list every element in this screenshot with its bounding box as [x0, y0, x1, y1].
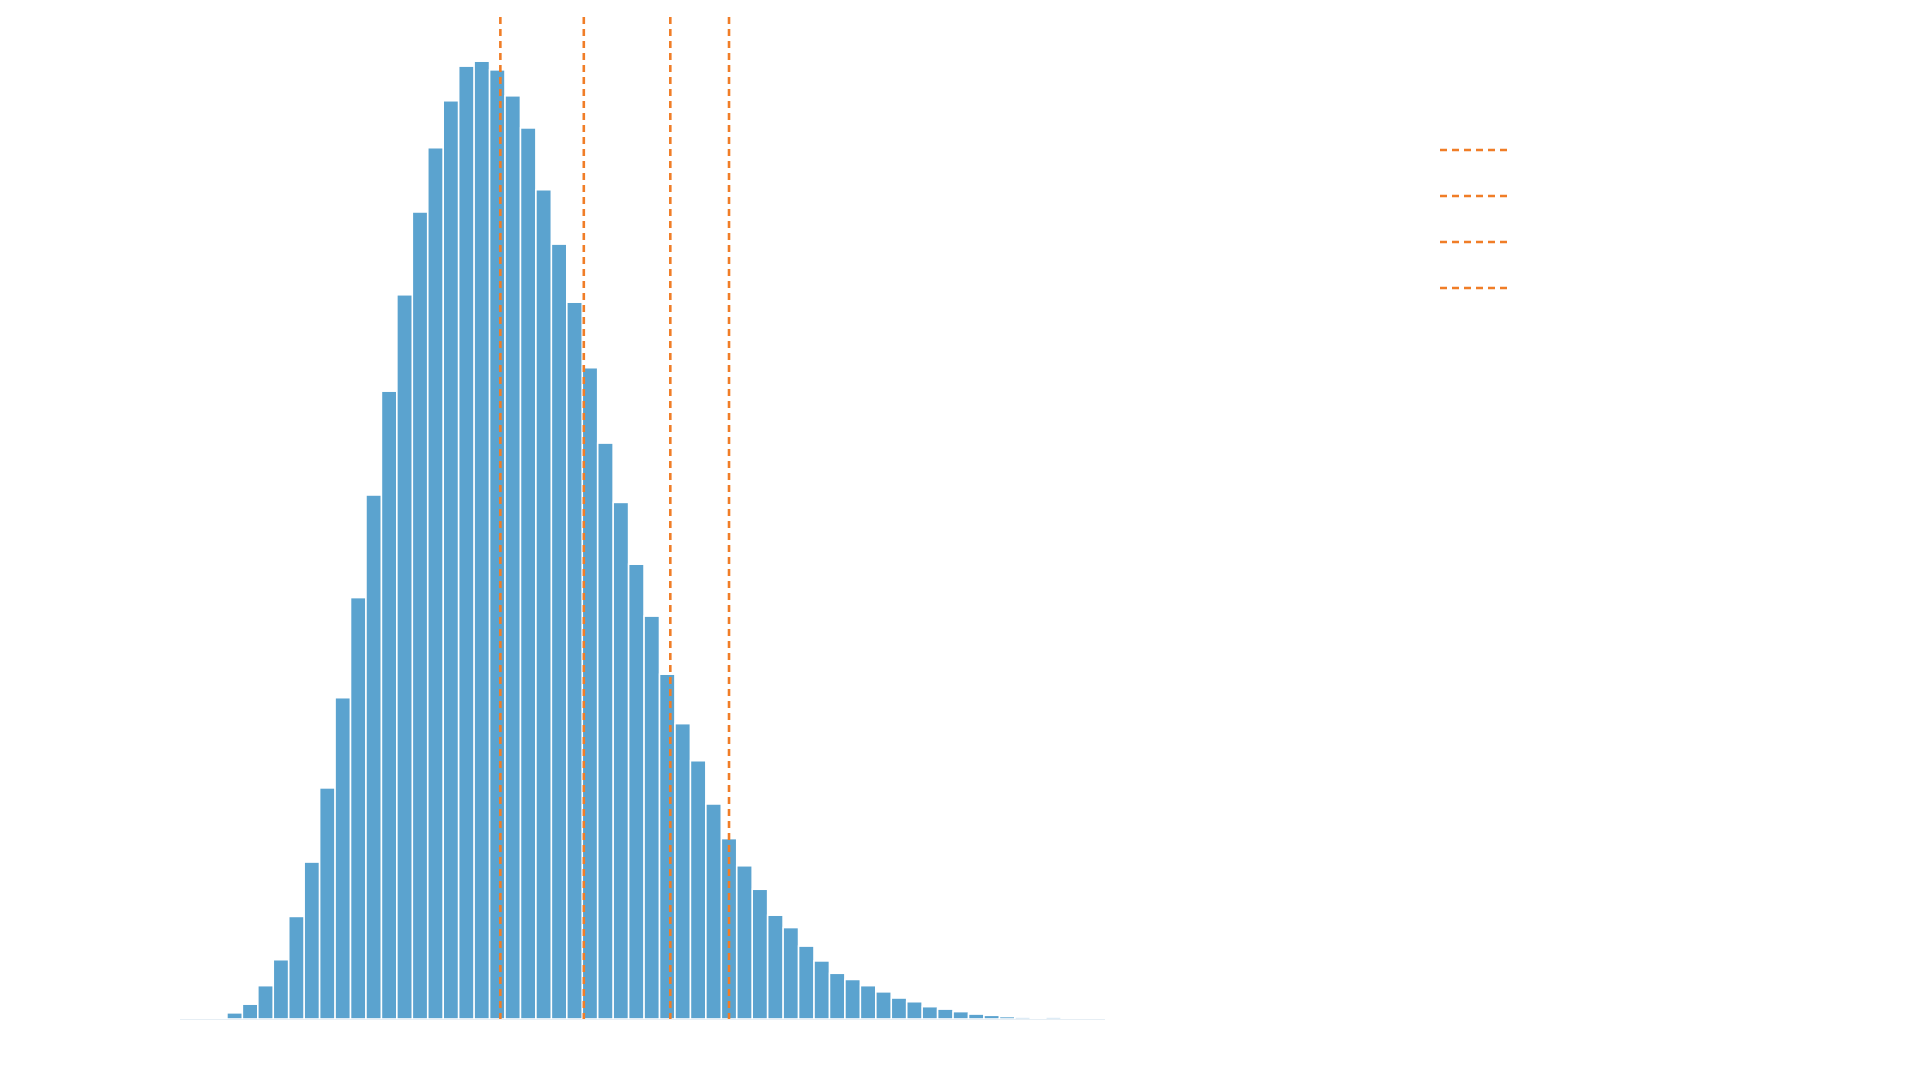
histogram-bar: [998, 1015, 1016, 1020]
histogram-bar: [952, 1010, 970, 1020]
histogram-bar: [921, 1005, 939, 1020]
histogram-bar: [535, 188, 553, 1020]
histogram-bar: [751, 888, 769, 1020]
histogram-bar: [241, 1003, 259, 1020]
histogram-bar: [705, 803, 723, 1020]
histogram-bar: [411, 211, 429, 1020]
histogram-bar: [473, 60, 491, 1020]
histogram-bar: [519, 127, 537, 1020]
histogram-bar: [550, 243, 568, 1020]
histogram-bar: [272, 958, 290, 1020]
histogram-bar: [658, 673, 676, 1020]
histogram-bar: [782, 926, 800, 1020]
histogram-bar: [287, 915, 305, 1020]
histogram-bar: [1029, 1016, 1047, 1020]
histogram-bar: [612, 501, 630, 1020]
histogram-bar: [874, 991, 893, 1020]
histogram-bar: [380, 390, 398, 1020]
reference-lines: [499, 17, 731, 1019]
histogram-bar: [1060, 1017, 1078, 1020]
histogram-bars: [210, 60, 1124, 1020]
histogram-bar: [334, 696, 352, 1020]
histogram-bar: [828, 972, 846, 1020]
histogram-bar: [565, 301, 584, 1020]
histogram-bar: [396, 293, 414, 1020]
histogram-bar: [488, 69, 506, 1020]
histogram-bar: [426, 146, 444, 1020]
histogram-bar: [1044, 1016, 1062, 1020]
histogram-bar: [890, 997, 908, 1020]
histogram-bar: [303, 861, 321, 1020]
histogram-bar: [442, 99, 460, 1020]
histogram-bar: [210, 1016, 228, 1020]
histogram-bar: [318, 787, 336, 1020]
histogram-bar: [905, 1000, 923, 1020]
histogram-bar: [365, 494, 383, 1020]
histogram-bar: [859, 984, 877, 1020]
histogram-bar: [689, 759, 707, 1020]
histogram-bar: [1014, 1016, 1032, 1020]
histogram-bar: [256, 984, 275, 1020]
histogram-bar: [226, 1012, 244, 1020]
histogram-bar: [349, 596, 367, 1020]
histogram-bar: [596, 442, 614, 1020]
histogram-bar: [967, 1013, 985, 1020]
histogram-bar: [735, 864, 753, 1020]
histogram-bar: [844, 978, 862, 1020]
histogram-bar: [643, 615, 661, 1020]
histogram-bar: [983, 1014, 1001, 1020]
histogram-bar: [457, 65, 475, 1020]
histogram-bar: [936, 1008, 954, 1020]
histogram-bar: [797, 945, 815, 1020]
histogram-bar: [627, 563, 645, 1020]
histogram-bar: [504, 94, 522, 1020]
histogram-bar: [813, 960, 831, 1020]
histogram-bar: [766, 914, 784, 1020]
histogram-bar: [674, 722, 692, 1020]
